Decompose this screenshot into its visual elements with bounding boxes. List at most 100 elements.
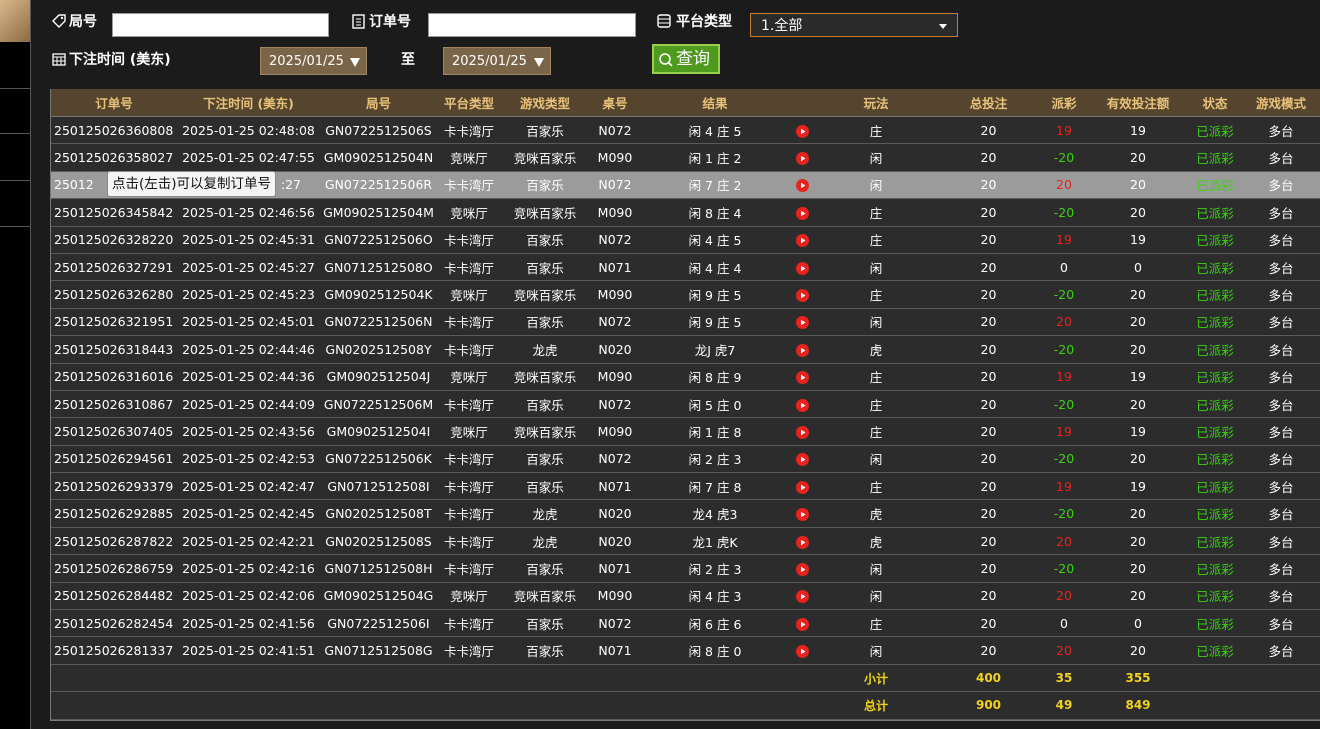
platform-select[interactable]: 1.全部 <box>750 13 958 37</box>
round-id: GN0722512506K <box>319 445 438 474</box>
order-id[interactable]: 250125026310867 <box>50 390 178 419</box>
play-icon[interactable] <box>796 316 809 330</box>
order-id[interactable]: 250125026282454 <box>50 609 178 638</box>
order-id[interactable]: 250125026307405 <box>50 417 178 446</box>
valid-bet: 20 <box>1088 527 1188 556</box>
play-icon[interactable] <box>796 234 809 248</box>
date-to[interactable]: 2025/01/25 <box>443 47 551 75</box>
play-icon[interactable] <box>796 508 809 522</box>
play-icon[interactable] <box>796 535 809 549</box>
platform: 卡卡湾厅 <box>438 335 500 364</box>
video-cell[interactable] <box>790 499 815 528</box>
total-bet: 20 <box>937 636 1040 665</box>
order-id[interactable]: 250125026286759 <box>50 554 178 583</box>
video-cell[interactable] <box>790 445 815 474</box>
round-id: GM0902512504K <box>319 280 438 309</box>
order-id[interactable]: 250125026293379 <box>50 472 178 501</box>
platform: 卡卡湾厅 <box>438 445 500 474</box>
date-from[interactable]: 2025/01/25 <box>260 47 367 75</box>
order-id[interactable]: 250125026345842 <box>50 198 178 227</box>
round-id: GN0722512506S <box>319 116 438 145</box>
order-id[interactable]: 250125026316016 <box>50 363 178 391</box>
round-input[interactable] <box>112 13 329 37</box>
platform-label: 平台类型 <box>676 14 732 30</box>
table-row: 250125026328220 2025-01-25 02:45:31 GN0722… <box>50 226 1320 254</box>
status: 已派彩 <box>1188 116 1242 145</box>
play-icon[interactable] <box>796 425 809 439</box>
video-cell[interactable] <box>790 609 815 638</box>
table-id: N072 <box>590 171 640 200</box>
play-icon[interactable] <box>796 562 809 576</box>
bet-type: 虎 <box>815 335 937 364</box>
bet-time: 2025-01-25 02:45:23 <box>178 280 319 309</box>
video-cell[interactable] <box>790 171 815 200</box>
order-id[interactable]: 250125026281337 <box>50 636 178 665</box>
bet-time: 2025-01-25 02:42:06 <box>178 582 319 611</box>
video-cell[interactable] <box>790 280 815 309</box>
game-type: 百家乐 <box>500 609 590 638</box>
order-id[interactable]: 250125026360808 <box>50 116 178 145</box>
order-id[interactable]: 250125026287822 <box>50 527 178 556</box>
table-id: N072 <box>590 445 640 474</box>
order-id[interactable]: 250125026328220 <box>50 226 178 254</box>
order-input[interactable] <box>428 13 636 37</box>
video-cell[interactable] <box>790 143 815 172</box>
video-cell[interactable] <box>790 116 815 145</box>
play-icon[interactable] <box>796 645 809 659</box>
play-icon[interactable] <box>796 617 809 631</box>
video-cell[interactable] <box>790 527 815 556</box>
valid-bet: 19 <box>1088 417 1188 446</box>
play-icon[interactable] <box>796 343 809 357</box>
platform: 卡卡湾厅 <box>438 253 500 282</box>
play-icon[interactable] <box>796 371 809 385</box>
table-id: N072 <box>590 308 640 337</box>
calendar-icon <box>52 53 66 66</box>
summary-label: 小计 <box>815 664 937 693</box>
video-cell[interactable] <box>790 390 815 419</box>
order-id[interactable]: 250125026292885 <box>50 499 178 528</box>
valid-bet: 20 <box>1088 445 1188 474</box>
video-cell[interactable] <box>790 335 815 364</box>
video-cell[interactable] <box>790 636 815 665</box>
order-id[interactable]: 250125026318443 <box>50 335 178 364</box>
video-cell[interactable] <box>790 472 815 501</box>
query-text: 查询 <box>676 49 710 69</box>
summary-blank <box>640 664 790 693</box>
video-cell[interactable] <box>790 308 815 337</box>
video-cell[interactable] <box>790 363 815 391</box>
play-icon[interactable] <box>796 480 809 494</box>
order-id[interactable]: 250125026358027 <box>50 143 178 172</box>
play-icon[interactable] <box>796 152 809 166</box>
bet-type: 闲 <box>815 171 937 200</box>
play-icon[interactable] <box>796 206 809 220</box>
result: 闲 1 庄 8 <box>640 417 790 446</box>
order-id[interactable]: 250125026294561 <box>50 445 178 474</box>
play-icon[interactable] <box>796 590 809 604</box>
total-bet: 20 <box>937 363 1040 391</box>
video-cell[interactable] <box>790 582 815 611</box>
video-cell[interactable] <box>790 198 815 227</box>
order-id[interactable]: 250125026321951 <box>50 308 178 337</box>
play-icon[interactable] <box>796 179 809 193</box>
order-id[interactable]: 250125026326280 <box>50 280 178 309</box>
video-cell[interactable] <box>790 554 815 583</box>
total-bet: 20 <box>937 417 1040 446</box>
query-button[interactable]: 查询 <box>652 44 720 74</box>
play-icon[interactable] <box>796 124 809 138</box>
table-row: 250125026287822 2025-01-25 02:42:21 GN0202… <box>50 527 1320 556</box>
payout: -20 <box>1040 143 1088 172</box>
order-id[interactable]: 250125026327291 <box>50 253 178 282</box>
payout: -20 <box>1040 499 1088 528</box>
table-row: 250125026310867 2025-01-25 02:44:09 GN0722… <box>50 390 1320 419</box>
play-icon[interactable] <box>796 289 809 303</box>
video-cell[interactable] <box>790 417 815 446</box>
video-cell[interactable] <box>790 226 815 254</box>
order-id[interactable]: 250125026284482 <box>50 582 178 611</box>
bet-type: 闲 <box>815 636 937 665</box>
play-icon[interactable] <box>796 261 809 275</box>
summary-blank <box>640 691 790 720</box>
video-cell[interactable] <box>790 253 815 282</box>
play-icon[interactable] <box>796 398 809 412</box>
game-mode: 多台 <box>1242 554 1320 583</box>
play-icon[interactable] <box>796 453 809 467</box>
